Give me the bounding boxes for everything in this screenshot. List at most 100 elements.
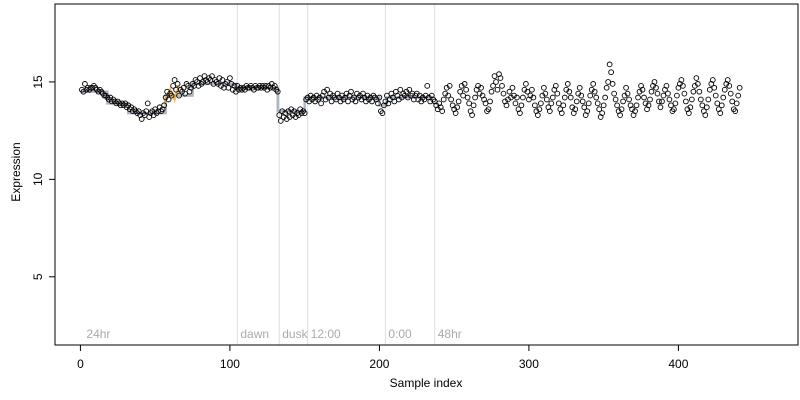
data-point	[503, 102, 510, 109]
data-point	[587, 92, 594, 99]
data-point	[348, 88, 354, 95]
x-tick-label: 300	[519, 357, 539, 371]
data-point	[712, 92, 719, 99]
data-point	[391, 98, 398, 105]
data-point	[324, 86, 330, 93]
data-point	[666, 96, 673, 103]
data-point	[609, 81, 616, 87]
data-point	[603, 84, 610, 91]
plot-frame	[54, 3, 799, 346]
data-point	[445, 92, 452, 99]
x-tick-label: 200	[369, 357, 389, 371]
data-point	[197, 75, 203, 81]
data-point	[452, 110, 459, 116]
data-point	[736, 84, 743, 91]
data-point	[524, 88, 531, 95]
data-point	[491, 73, 498, 79]
data-point	[227, 75, 233, 81]
data-point	[406, 86, 413, 93]
data-point	[379, 110, 386, 116]
data-point	[641, 94, 647, 101]
data-point	[606, 61, 613, 68]
annotation-label: 12:00	[311, 327, 341, 341]
data-point	[170, 82, 176, 89]
data-point	[585, 100, 592, 107]
data-point	[560, 102, 567, 109]
data-point	[165, 96, 172, 103]
data-point	[623, 84, 629, 91]
data-point	[482, 100, 489, 107]
data-point	[225, 84, 232, 91]
data-point	[538, 100, 544, 107]
data-point	[593, 94, 600, 101]
data-point	[488, 88, 495, 95]
data-point	[520, 94, 526, 101]
data-point	[572, 106, 579, 113]
data-point	[536, 106, 543, 113]
data-point	[626, 96, 632, 103]
data-point	[624, 90, 631, 97]
data-point	[567, 94, 574, 101]
data-point	[696, 88, 703, 95]
data-point	[683, 98, 689, 105]
data-point	[706, 86, 713, 93]
x-tick-label: 400	[668, 357, 688, 371]
data-point	[614, 102, 620, 109]
data-point	[176, 92, 182, 99]
y-tick-label: 10	[31, 172, 45, 186]
data-point	[680, 82, 686, 89]
data-point	[702, 112, 709, 118]
x-axis: 0 100 200 300 400	[77, 345, 689, 371]
data-point	[660, 92, 667, 99]
data-point	[693, 75, 700, 81]
data-point	[376, 94, 383, 101]
data-point	[711, 84, 718, 91]
data-point	[672, 100, 679, 107]
annotation-lines	[236, 4, 436, 345]
data-point	[455, 98, 462, 105]
x-tick-label: 0	[77, 357, 84, 371]
data-point	[612, 96, 619, 103]
data-point	[705, 96, 712, 103]
data-point	[174, 81, 181, 87]
data-point	[611, 90, 617, 97]
data-point	[591, 88, 598, 95]
data-point	[645, 102, 652, 109]
data-point	[219, 77, 226, 83]
data-point	[497, 75, 504, 81]
data-point	[579, 98, 586, 105]
data-point	[469, 112, 475, 118]
data-point	[590, 81, 597, 87]
data-point	[617, 112, 623, 118]
data-point	[639, 86, 646, 93]
data-point	[384, 92, 390, 99]
data-point	[345, 98, 351, 105]
data-point	[654, 90, 661, 97]
data-point	[463, 86, 469, 93]
data-point	[720, 94, 727, 101]
data-point	[530, 94, 537, 101]
y-tick-label: 5	[31, 273, 45, 280]
data-point	[470, 102, 477, 109]
data-point	[709, 77, 716, 83]
data-point	[277, 118, 284, 124]
data-point	[633, 102, 640, 109]
x-tick-label: 100	[220, 357, 240, 371]
data-point	[224, 79, 230, 85]
annotation-label: 24hr	[86, 327, 110, 341]
data-point	[729, 98, 736, 105]
annotation-label: 0:00	[388, 327, 412, 341]
data-point	[608, 69, 614, 76]
data-point	[541, 84, 547, 91]
data-point	[681, 90, 688, 97]
data-point	[517, 110, 523, 116]
data-point	[352, 98, 359, 105]
data-point	[209, 73, 215, 79]
data-point	[546, 108, 553, 115]
data-point	[301, 110, 308, 116]
data-point	[663, 82, 670, 89]
data-point	[554, 90, 561, 97]
data-point	[485, 106, 492, 113]
data-point	[171, 77, 178, 83]
data-point	[689, 96, 695, 103]
